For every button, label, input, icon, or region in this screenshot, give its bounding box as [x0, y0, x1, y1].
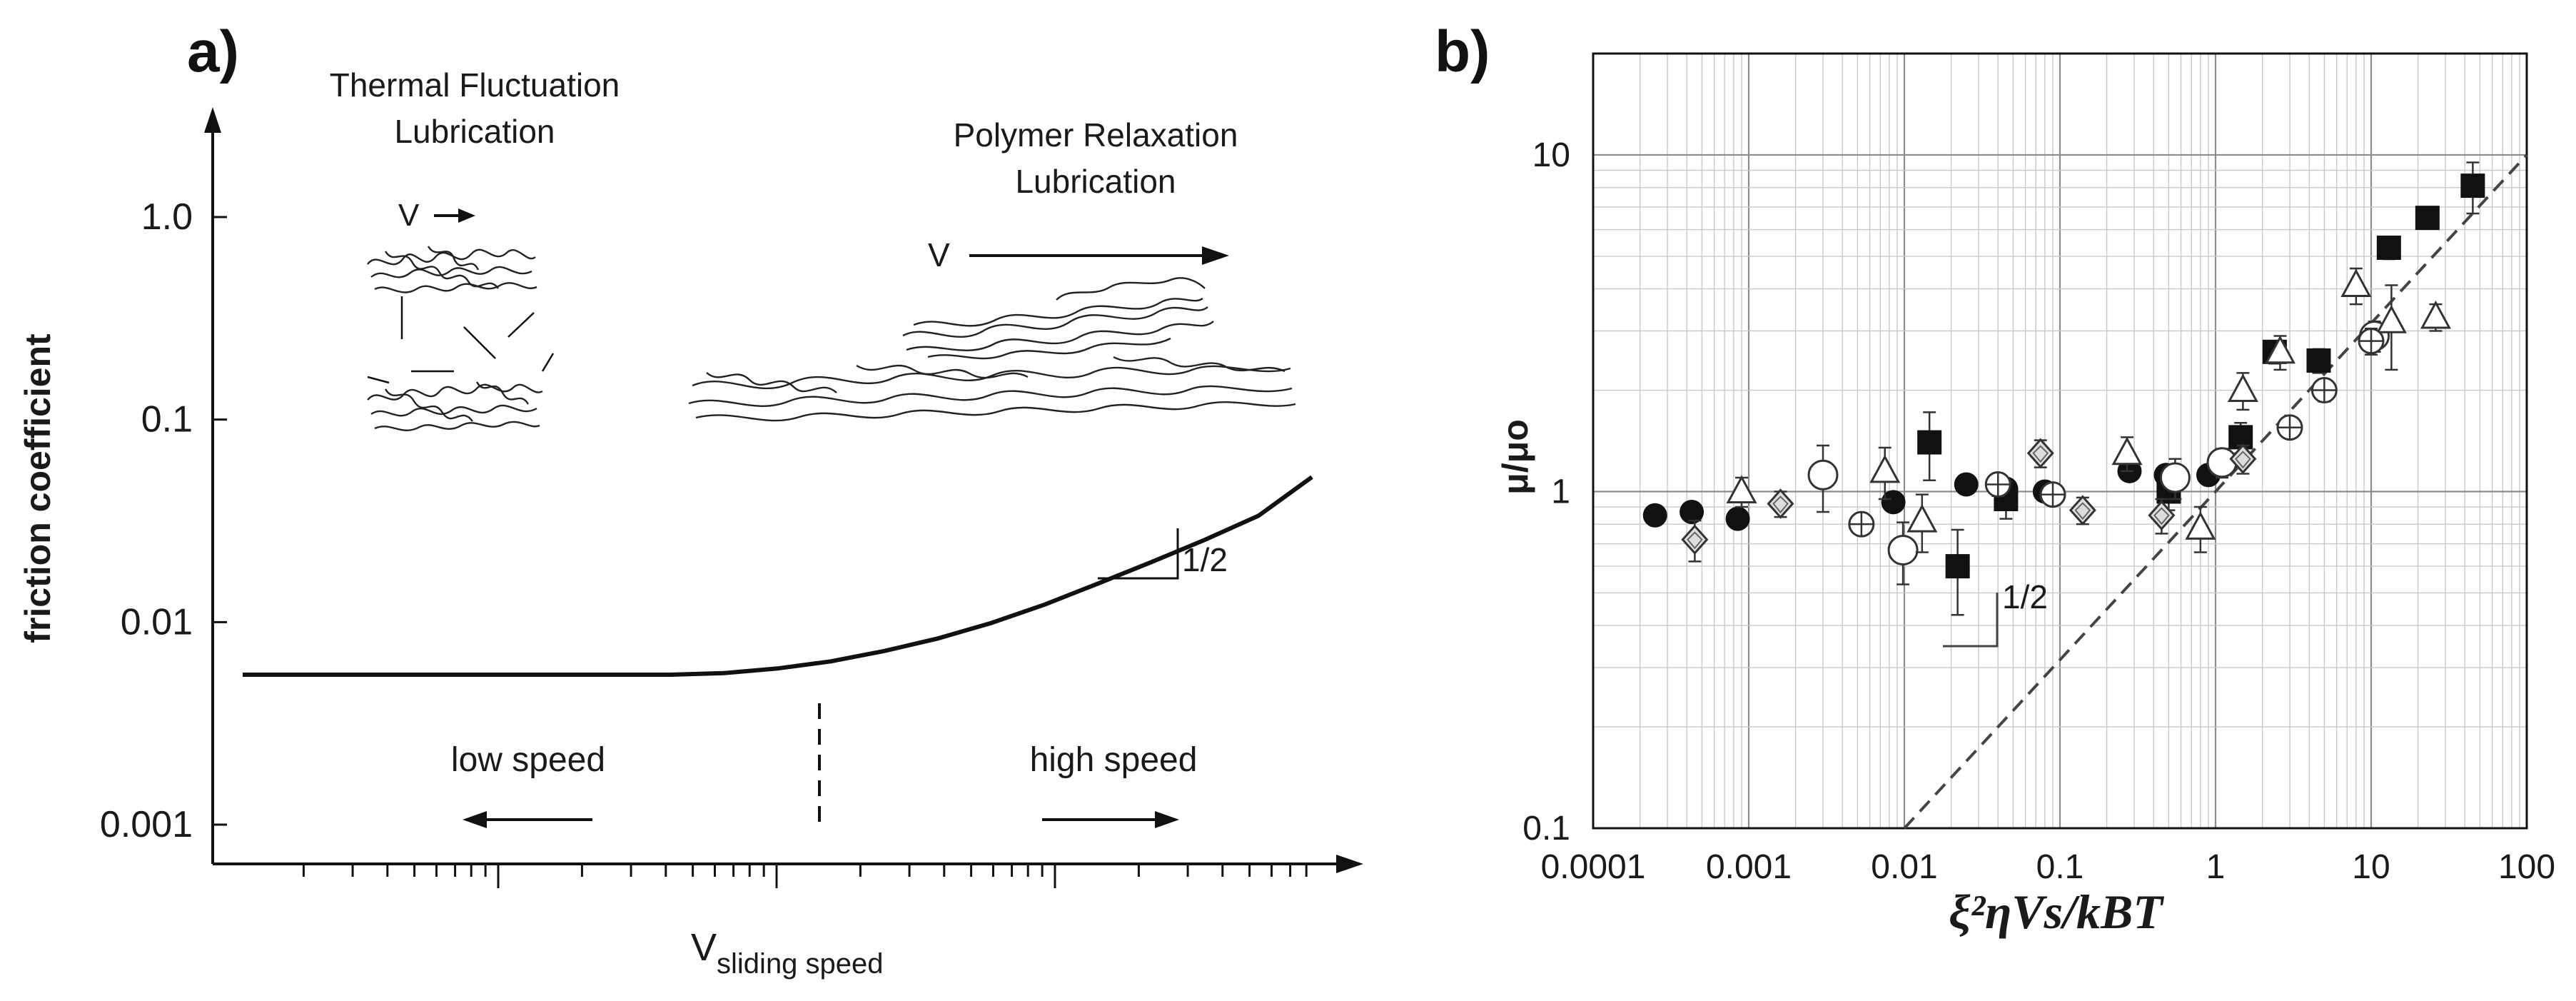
thermal-polymer-illustration: [367, 246, 543, 431]
thermal-title-line2: Lubrication: [394, 113, 555, 150]
panel-b-y-tick-label: 0.1: [1522, 810, 1570, 847]
panel-b-y-tick-label: 1: [1551, 473, 1570, 510]
panel-b-point-open-diamond: [1681, 519, 1709, 563]
panel-b-point-open-circle: [1807, 444, 1839, 513]
polymer-title-line2: Lubrication: [1015, 163, 1176, 200]
panel-a-friction-curve: [243, 475, 1313, 677]
panel-b-point-filled-circle: [1881, 490, 1906, 515]
panel-b-point-open-diamond: [1767, 488, 1794, 519]
panel-a-x-axis-arrow: [1336, 855, 1363, 873]
panel-b-point-filled-circle: [1680, 499, 1704, 524]
panel-b-point-open-circle: [2159, 458, 2191, 500]
panel-b-point-open-triangle: [2185, 505, 2216, 553]
panel-a-y-tick-label: 0.01: [121, 601, 193, 643]
polymer-title-line1: Polymer Relaxation: [954, 116, 1238, 154]
panel-b-point-open-triangle: [1726, 475, 1757, 508]
thermal-fluctuation-arrows: [367, 296, 555, 384]
thermal-velocity-arrowhead: [458, 208, 475, 223]
panel-b-point-filled-square: [1917, 411, 1942, 481]
panel-a-chart: a) 1.00.10.010.001 friction coefficient …: [18, 19, 1363, 980]
panel-b-chart: b) 0.0001 0.001 0.01 0.1 1 10 100 0.1 1 10 1/2 μ/…: [1435, 19, 2555, 939]
panel-b-point-open-diamond: [2026, 438, 2054, 468]
panel-a-slope-label: 1/2: [1182, 541, 1228, 578]
panel-b-y-label: μ/μo: [1495, 419, 1535, 495]
panel-b-point-crossed-circle: [2310, 377, 2338, 404]
panel-b-point-open-triangle: [1906, 493, 1938, 553]
panel-b-point-open-diamond: [2229, 443, 2257, 475]
thermal-title-line1: Thermal Fluctuation: [330, 66, 620, 104]
panel-b-x-tick-label: 0.01: [1871, 848, 1937, 886]
panel-b-x-tick-label: 0.001: [1706, 848, 1792, 886]
panel-b-point-filled-square: [2306, 348, 2331, 374]
panel-b-point-open-triangle: [2111, 436, 2143, 473]
panel-a-x-ticks: [302, 864, 1308, 888]
panel-b-point-filled-square: [2376, 235, 2401, 261]
panel-a-x-label-main: V: [691, 926, 717, 969]
panel-b-point-crossed-circle: [2358, 327, 2385, 356]
panel-a-slope-triangle: [1098, 528, 1179, 580]
panel-b-point-filled-square: [1945, 528, 1970, 616]
panel-b-tick-labels: 0.0001 0.001 0.01 0.1 1 10 100 0.1 1 10: [1522, 136, 2555, 886]
panel-b-point-open-diamond: [2069, 495, 2096, 525]
panel-b-x-label: ξ²ηVs/kBT: [1949, 885, 2164, 939]
panel-b-x-tick-label: 0.0001: [1541, 848, 1646, 886]
panel-b-point-crossed-circle: [2039, 481, 2066, 508]
panel-b-point-open-triangle: [2227, 372, 2258, 411]
panel-b-slope-reference-line: [1903, 154, 2528, 830]
panel-b-point-filled-circle: [1725, 506, 1750, 531]
panel-b-y-tick-label: 10: [1532, 136, 1570, 174]
panel-a-x-label-sub: sliding speed: [717, 948, 884, 980]
panel-b-plot-frame: [1592, 52, 2528, 830]
panel-a-y-tick-label: 1.0: [141, 196, 193, 238]
panel-a-high-speed-label: high speed: [1030, 741, 1198, 779]
panel-b-point-open-triangle: [2375, 284, 2407, 371]
panel-b-data-points: [1642, 161, 2485, 616]
panel-b-x-tick-label: 100: [2498, 848, 2555, 886]
panel-a-letter: a): [187, 19, 239, 84]
panel-b-point-filled-square: [2460, 161, 2485, 215]
panel-a-y-label: friction coefficient: [18, 333, 58, 643]
panel-b-point-crossed-circle: [1984, 471, 2011, 498]
panel-b-slope-triangle: [1943, 593, 1999, 648]
panel-b-point-open-triangle: [2340, 267, 2372, 306]
polymer-relaxation-illustration: [688, 277, 1296, 422]
panel-b-point-open-triangle: [1869, 446, 1901, 500]
panel-b-point-filled-circle: [1642, 503, 1667, 528]
panel-b-point-filled-square: [2415, 206, 2440, 231]
panel-b-x-tick-label: 1: [2206, 848, 2226, 886]
panel-b-point-open-circle: [1887, 521, 1919, 585]
panel-b-x-tick-label: 10: [2352, 848, 2390, 886]
panel-a-y-axis-arrow: [204, 107, 221, 133]
panel-b-point-filled-circle: [1954, 472, 1979, 497]
panel-a-x-label: Vsliding speed: [691, 926, 884, 980]
panel-b-point-open-circle: [2206, 447, 2238, 479]
panel-a-high-speed-arrowhead: [1155, 811, 1179, 828]
panel-b-point-open-diamond: [2148, 498, 2176, 535]
polymer-velocity-label: V: [928, 236, 950, 273]
panel-a-y-tick-label: 0.001: [100, 804, 193, 845]
panel-b-point-open-triangle: [2264, 335, 2295, 371]
panel-a-low-speed-arrowhead: [463, 811, 487, 828]
panel-a-y-tick-label: 0.1: [141, 399, 193, 441]
panel-a-low-speed-label: low speed: [451, 741, 605, 779]
panel-b-letter: b): [1435, 19, 1490, 84]
panel-a-y-ticks: 1.0 0.1 0.01 0.001: [100, 196, 227, 845]
polymer-velocity-arrowhead: [1202, 246, 1229, 265]
panel-b-x-tick-label: 0.1: [2036, 848, 2084, 886]
panel-b-point-crossed-circle: [1848, 510, 1875, 538]
panel-b-point-crossed-circle: [2276, 414, 2303, 441]
panel-b-point-open-triangle: [2420, 300, 2451, 332]
thermal-velocity-label: V: [398, 198, 420, 233]
panel-b-slope-label: 1/2: [2002, 578, 2048, 615]
